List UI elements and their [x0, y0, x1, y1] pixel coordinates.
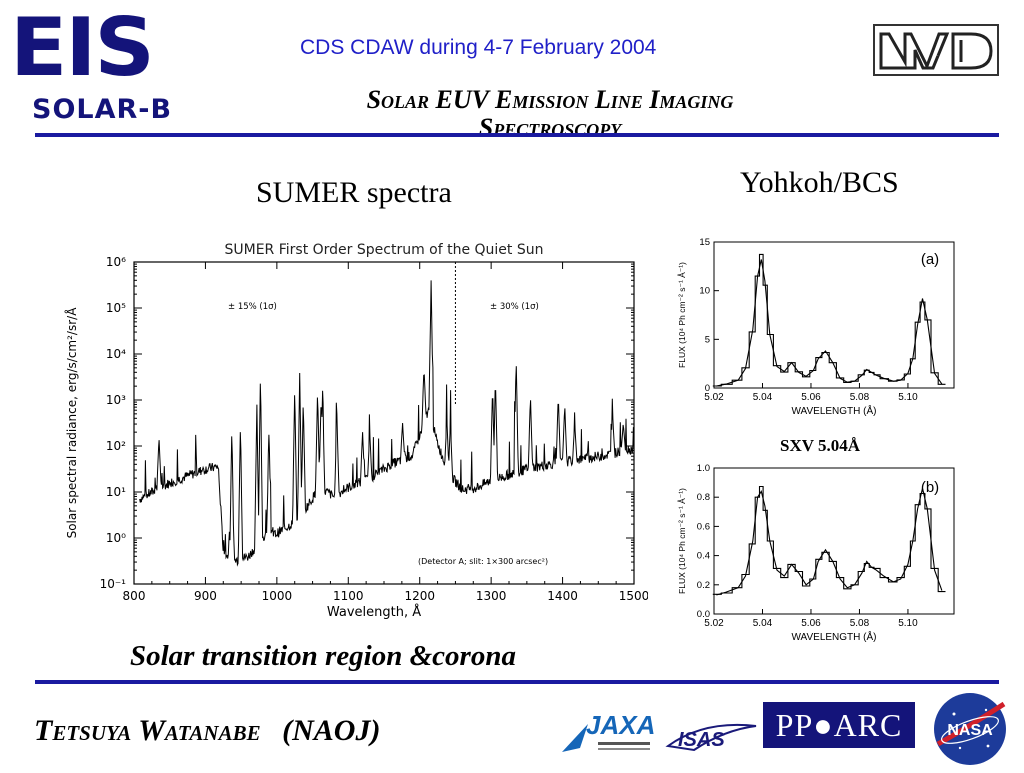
y-tick-label: 10⁵ — [106, 301, 126, 315]
plot-frame — [713, 241, 955, 389]
x-tick-label: 1500 — [619, 589, 648, 603]
header-divider — [35, 133, 999, 137]
plot-frame — [713, 467, 955, 615]
y-axis-label: FLUX (10⁴ Ph cm⁻² s⁻¹ Å⁻¹) — [677, 262, 687, 368]
y-tick-label: 10⁰ — [106, 531, 126, 545]
y-tick-label: 10⁶ — [106, 255, 126, 269]
jaxa-logo-text: JAXA — [586, 710, 655, 740]
panel-label-a: (a) — [921, 251, 939, 268]
panel-label-b: (b) — [921, 479, 939, 496]
nao-logo-mark: NAO — [879, 32, 993, 70]
y-tick-label: 10 — [699, 286, 710, 297]
sxv-label: SXV 5.04Å — [780, 436, 860, 455]
y-tick-label: 0 — [705, 383, 710, 394]
x-tick-label: 1200 — [404, 589, 435, 603]
y-tick-label: 0.0 — [697, 609, 710, 620]
pparc-logo-text: PP●ARC — [775, 706, 903, 743]
y-tick-label: 5 — [705, 334, 710, 345]
isas-logo: ISAS — [664, 716, 760, 756]
author-name: Tetsuya Watanabe — [34, 714, 261, 747]
y-tick-label: 10³ — [106, 393, 126, 407]
author-line: Tetsuya Watanabe (NAOJ) — [34, 714, 380, 748]
nao-logo: NAO — [873, 24, 999, 76]
nasa-logo-text: NASA — [947, 722, 993, 739]
main-title-line2: Spectroscopy — [478, 113, 622, 142]
observed-histogram — [712, 485, 946, 595]
x-tick-label: 1400 — [547, 589, 578, 603]
y-tick-label: 10⁴ — [106, 347, 126, 361]
bcs-chart-b: (b) WAVELENGTH (Å) FLUX (10⁴ Ph cm⁻² s⁻¹… — [677, 463, 955, 643]
x-tick-label: 1000 — [262, 589, 293, 603]
spectrum-line — [139, 280, 635, 567]
fit-curve — [716, 488, 943, 596]
y-tick-label: 10⁻¹ — [100, 577, 127, 591]
y-tick-label: 10² — [106, 439, 126, 453]
y-tick-label: 10¹ — [106, 485, 126, 499]
x-tick-label: 900 — [194, 589, 217, 603]
sumer-caption: Solar transition region &corona — [130, 640, 516, 672]
x-tick-label: 5.02 — [704, 392, 724, 403]
eis-logo: EIS — [10, 8, 190, 88]
observed-histogram — [712, 253, 946, 387]
yohkoh-heading: Yohkoh/BCS — [740, 166, 899, 199]
x-tick-label: 5.08 — [850, 392, 870, 403]
chart-title: SUMER First Order Spectrum of the Quiet … — [224, 242, 543, 258]
author-affiliation: (NAOJ) — [282, 714, 381, 747]
sumer-heading: SUMER spectra — [256, 176, 452, 209]
x-tick-label: 800 — [123, 589, 146, 603]
x-tick-label: 5.08 — [850, 618, 870, 629]
solar-b-logo: SOLAR-B — [32, 94, 173, 125]
x-tick-label: 5.04 — [753, 392, 773, 403]
eis-logo-text: EIS — [10, 1, 155, 94]
y-axis-label: Solar spectral radiance, erg/s/cm²/sr/Å — [64, 307, 79, 539]
annotation-detector: (Detector A; slit: 1×300 arcsec²) — [418, 557, 548, 566]
pparc-logo: PP●ARC — [763, 702, 915, 748]
annotation-15pct: ± 15% (1σ) — [228, 302, 277, 312]
main-title: Solar EUV Emission Line Imaging Spectros… — [250, 86, 850, 142]
y-tick-label: 0.2 — [697, 580, 710, 591]
bcs-chart-a: (a) WAVELENGTH (Å) FLUX (10⁴ Ph cm⁻² s⁻¹… — [677, 237, 955, 417]
main-title-line1: Solar EUV Emission Line Imaging — [366, 85, 734, 114]
x-tick-label: 5.10 — [898, 392, 918, 403]
sumer-spectrum-chart: SUMER First Order Spectrum of the Quiet … — [64, 242, 648, 620]
x-axis-label: WAVELENGTH (Å) — [791, 630, 876, 643]
x-tick-label: 5.02 — [704, 618, 724, 629]
footer-divider — [35, 680, 999, 684]
y-tick-label: 0.4 — [697, 551, 710, 562]
y-tick-label: 1.0 — [697, 463, 710, 474]
x-tick-label: 5.04 — [753, 618, 773, 629]
y-tick-label: 15 — [699, 237, 710, 248]
nao-logo-text: NAO — [936, 54, 938, 57]
x-axis-label: Wavelength, Å — [327, 604, 421, 620]
annotation-30pct: ± 30% (1σ) — [490, 302, 539, 312]
isas-logo-text: ISAS — [678, 729, 725, 751]
y-tick-label: 0.6 — [697, 521, 710, 532]
x-tick-label: 5.06 — [801, 392, 821, 403]
y-axis-label: FLUX (10⁴ Ph cm⁻² s⁻¹ Å⁻¹) — [677, 488, 687, 594]
x-tick-label: 1300 — [476, 589, 507, 603]
x-tick-label: 1100 — [333, 589, 364, 603]
conference-title: CDS CDAW during 4-7 February 2004 — [300, 36, 657, 59]
y-tick-label: 0.8 — [697, 492, 710, 503]
nasa-logo: NASA — [930, 690, 1010, 768]
fit-curve — [716, 259, 943, 387]
x-tick-label: 5.06 — [801, 618, 821, 629]
x-tick-label: 5.10 — [898, 618, 918, 629]
jaxa-logo: JAXA — [558, 702, 658, 758]
x-axis-label: WAVELENGTH (Å) — [791, 404, 876, 417]
